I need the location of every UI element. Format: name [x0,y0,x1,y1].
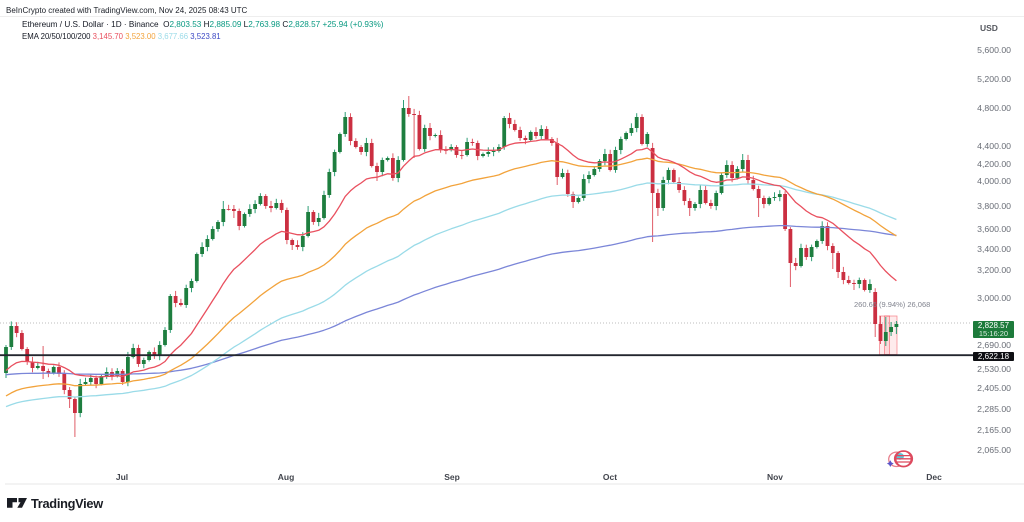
svg-text:TradingView: TradingView [31,497,103,511]
